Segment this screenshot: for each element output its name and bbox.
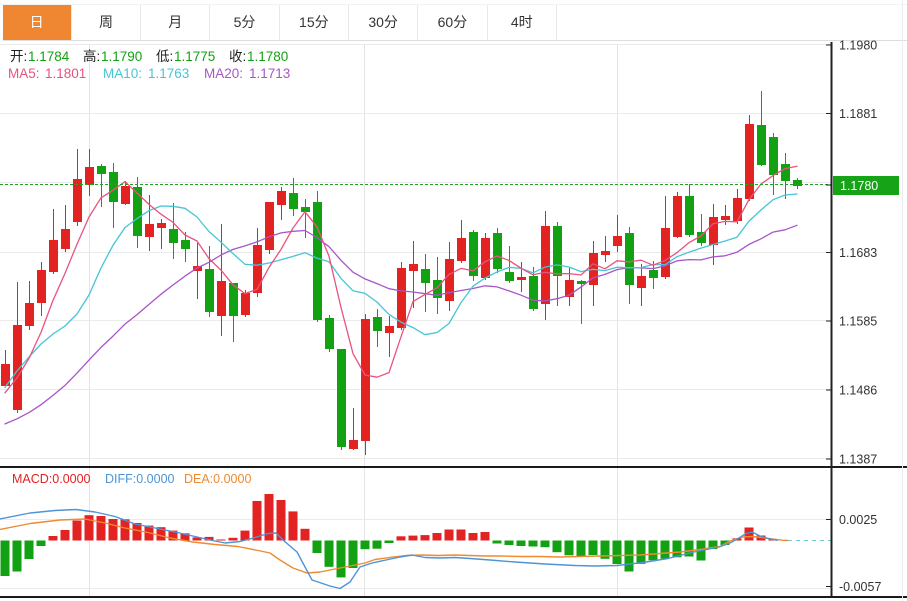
- svg-text:DIFF:0.0000: DIFF:0.0000: [105, 472, 175, 486]
- svg-text:0.0025: 0.0025: [839, 513, 877, 527]
- svg-text:1.1780: 1.1780: [247, 49, 288, 64]
- svg-text:1.1683: 1.1683: [839, 246, 877, 260]
- svg-text:1.1801: 1.1801: [45, 66, 86, 81]
- svg-text:1.1486: 1.1486: [839, 384, 877, 398]
- svg-text:1.1784: 1.1784: [28, 49, 70, 64]
- svg-text:低:: 低:: [156, 49, 173, 64]
- svg-text:1.1763: 1.1763: [148, 66, 189, 81]
- svg-text:1.1790: 1.1790: [101, 49, 142, 64]
- svg-text:高:: 高:: [83, 48, 100, 64]
- svg-text:MA10:: MA10:: [103, 66, 142, 81]
- svg-text:MACD:0.0000: MACD:0.0000: [12, 472, 91, 486]
- svg-text:MA20:: MA20:: [204, 66, 243, 81]
- svg-text:MA5:: MA5:: [8, 66, 40, 81]
- svg-text:1.1387: 1.1387: [839, 453, 877, 467]
- svg-text:1.1585: 1.1585: [839, 315, 877, 329]
- svg-text:DEA:0.0000: DEA:0.0000: [184, 472, 251, 486]
- svg-text:1.1713: 1.1713: [249, 66, 290, 81]
- svg-text:开:: 开:: [10, 49, 27, 64]
- svg-text:1.1775: 1.1775: [174, 49, 215, 64]
- svg-text:收:: 收:: [229, 49, 246, 64]
- svg-text:-0.0057: -0.0057: [839, 580, 881, 594]
- svg-text:1.1980: 1.1980: [839, 39, 877, 53]
- svg-text:1.1881: 1.1881: [839, 107, 877, 121]
- svg-text:1.1780: 1.1780: [840, 179, 878, 193]
